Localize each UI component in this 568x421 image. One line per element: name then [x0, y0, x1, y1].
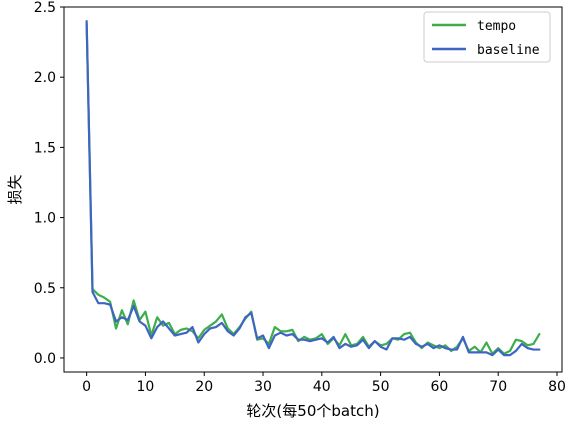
x-axis-label: 轮次(每50个batch)	[246, 402, 379, 420]
y-tick-label: 1.5	[34, 140, 56, 156]
series-line-tempo	[85, 22, 541, 355]
x-tick-label: 50	[372, 379, 390, 395]
y-tick-label: 2.5	[34, 0, 56, 16]
y-tick-label: 0.5	[34, 281, 56, 297]
x-tick-label: 40	[313, 379, 331, 395]
legend-label-tempo: tempo	[477, 19, 516, 34]
series-line-baseline	[85, 19, 541, 357]
y-axis-label: 损失	[6, 174, 24, 204]
y-tick-label: 1.0	[34, 211, 56, 227]
y-axis-ticks: 0.0 0.5 1.0 1.5 2.0 2.5	[34, 0, 64, 367]
x-tick-label: 20	[195, 379, 213, 395]
series-lines	[85, 19, 541, 357]
x-axis-ticks: 0 10 20 30 40 50 60 70 80	[82, 372, 566, 395]
x-tick-label: 30	[254, 379, 272, 395]
x-tick-label: 0	[82, 379, 91, 395]
y-tick-label: 2.0	[34, 70, 56, 86]
y-tick-label: 0.0	[34, 351, 56, 367]
x-tick-label: 10	[137, 379, 155, 395]
legend-label-baseline: baseline	[477, 43, 540, 58]
plot-frame	[63, 6, 563, 373]
legend: tempo baseline	[423, 11, 551, 63]
x-tick-label: 70	[489, 379, 507, 395]
x-tick-label: 60	[430, 379, 448, 395]
x-tick-label: 80	[548, 379, 566, 395]
